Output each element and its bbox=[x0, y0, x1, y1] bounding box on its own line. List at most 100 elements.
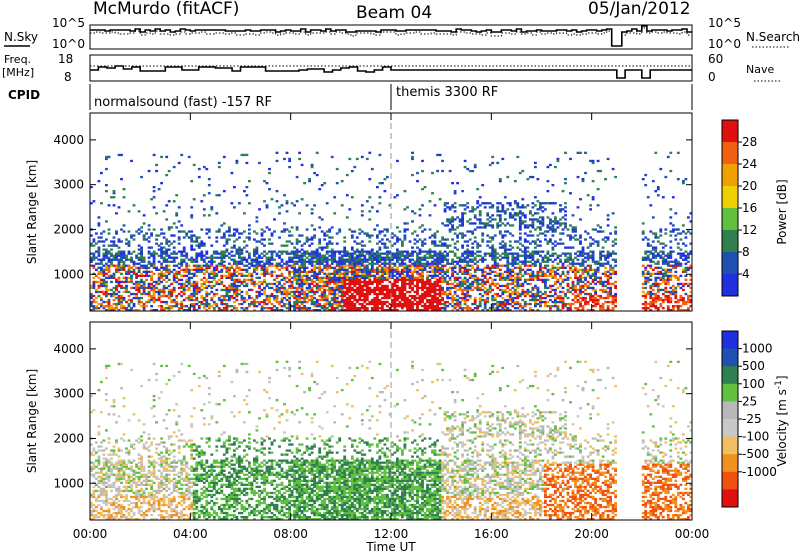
power-cell bbox=[215, 236, 218, 238]
power-cell bbox=[592, 196, 595, 198]
power-cell bbox=[358, 287, 361, 289]
power-cell bbox=[133, 269, 136, 271]
power-cell bbox=[484, 299, 487, 301]
power-cell bbox=[529, 307, 532, 309]
power-cell bbox=[494, 275, 497, 277]
power-cell bbox=[246, 293, 249, 295]
power-cell bbox=[195, 255, 198, 257]
power-cell bbox=[504, 243, 507, 245]
power-cell bbox=[251, 283, 254, 285]
power-cell bbox=[205, 265, 208, 267]
power-cell bbox=[98, 236, 101, 238]
power-cell bbox=[246, 283, 249, 285]
power-cell bbox=[173, 277, 176, 279]
power-cell bbox=[459, 307, 462, 309]
power-cell bbox=[341, 307, 344, 309]
power-cell bbox=[524, 295, 527, 297]
power-cell bbox=[552, 261, 555, 263]
power-cell bbox=[436, 279, 439, 281]
power-cell bbox=[358, 263, 361, 265]
power-cell bbox=[276, 295, 279, 297]
power-cell bbox=[316, 277, 319, 279]
power-cell bbox=[343, 303, 346, 305]
power-cell bbox=[424, 267, 427, 269]
power-cell bbox=[363, 289, 366, 291]
power-cell bbox=[223, 261, 226, 263]
power-cell bbox=[416, 255, 419, 257]
power-cell bbox=[384, 263, 387, 265]
power-cell bbox=[343, 267, 346, 269]
power-cell bbox=[579, 236, 582, 238]
power-cell bbox=[516, 257, 519, 259]
power-cell bbox=[148, 295, 151, 297]
power-cell bbox=[108, 301, 111, 303]
power-cell bbox=[534, 253, 537, 255]
power-cell bbox=[444, 238, 447, 240]
power-cell bbox=[534, 243, 537, 245]
power-cell bbox=[98, 307, 101, 309]
power-cell bbox=[379, 283, 382, 285]
power-cell bbox=[406, 271, 409, 273]
power-cell bbox=[451, 226, 454, 228]
power-cell bbox=[386, 228, 389, 230]
power-cell bbox=[328, 275, 331, 277]
power-cell bbox=[178, 263, 181, 265]
power-cell bbox=[456, 249, 459, 251]
power-cell bbox=[597, 301, 600, 303]
power-cell bbox=[278, 269, 281, 271]
power-cell bbox=[168, 200, 171, 202]
power-cell bbox=[554, 291, 557, 293]
power-cell bbox=[567, 289, 570, 291]
power-cell bbox=[188, 297, 191, 299]
power-cell bbox=[150, 271, 153, 273]
power-cell bbox=[496, 208, 499, 210]
power-cell bbox=[326, 261, 329, 263]
power-cell bbox=[419, 297, 422, 299]
power-cell bbox=[409, 283, 412, 285]
power-cell bbox=[476, 243, 479, 245]
power-cell bbox=[474, 301, 477, 303]
power-cell bbox=[461, 245, 464, 247]
power-cell bbox=[584, 303, 587, 305]
power-cell bbox=[288, 287, 291, 289]
power-cell bbox=[115, 257, 118, 259]
power-cell bbox=[140, 247, 143, 249]
power-cell bbox=[564, 295, 567, 297]
power-cell bbox=[451, 259, 454, 261]
power-cell bbox=[569, 238, 572, 240]
power-cell bbox=[361, 303, 364, 305]
power-cell bbox=[328, 243, 331, 245]
power-cell bbox=[501, 222, 504, 224]
power-cell bbox=[100, 283, 103, 285]
power-cell bbox=[489, 236, 492, 238]
power-cell bbox=[429, 299, 432, 301]
power-cell bbox=[486, 240, 489, 242]
power-cell bbox=[158, 188, 161, 190]
power-cell bbox=[321, 184, 324, 186]
power-cell bbox=[547, 259, 550, 261]
power-cell bbox=[366, 299, 369, 301]
power-cell bbox=[246, 269, 249, 271]
power-cell bbox=[429, 303, 432, 305]
power-cell bbox=[451, 228, 454, 230]
power-cell bbox=[326, 295, 329, 297]
power-cell bbox=[567, 277, 570, 279]
power-cell bbox=[248, 267, 251, 269]
power-cell bbox=[336, 297, 339, 299]
power-cell bbox=[471, 283, 474, 285]
power-cell bbox=[384, 234, 387, 236]
power-cell bbox=[338, 287, 341, 289]
power-cell bbox=[384, 228, 387, 230]
power-cell bbox=[537, 273, 540, 275]
power-cell bbox=[549, 202, 552, 204]
power-cell bbox=[185, 305, 188, 307]
power-cell bbox=[564, 210, 567, 212]
power-cell bbox=[434, 299, 437, 301]
power-cell bbox=[351, 259, 354, 261]
power-cell bbox=[476, 289, 479, 291]
power-cell bbox=[158, 279, 161, 281]
power-cell bbox=[266, 206, 269, 208]
power-cell bbox=[160, 295, 163, 297]
power-cell bbox=[236, 279, 239, 281]
power-cell bbox=[328, 287, 331, 289]
